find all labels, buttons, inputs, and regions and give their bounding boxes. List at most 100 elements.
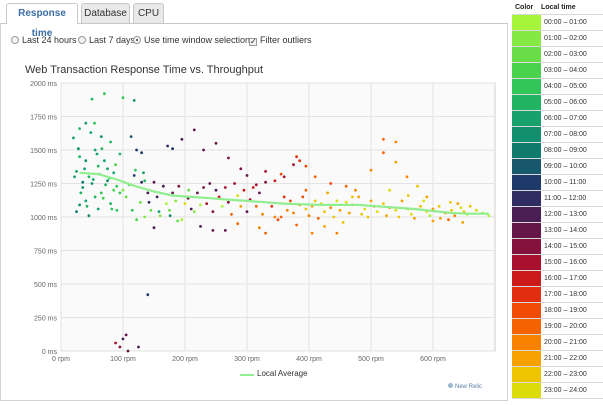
last-7-days-radio[interactable] [78,36,86,44]
scatter-point [129,135,133,138]
scatter-point [81,186,85,189]
grid-lines [60,82,495,352]
scatter-point [124,195,128,199]
last-7-days-option[interactable]: Last 7 days [78,33,135,47]
x-tick-label: 100 rpm [110,356,136,363]
time-window-radio[interactable] [133,36,141,44]
tab-cpu[interactable]: CPU [133,3,164,23]
color-swatch [512,158,541,175]
scatter-point [323,210,326,214]
y-tick-label: 500 ms [34,282,57,289]
local-time-label: 07:00 – 08:00 [541,126,603,143]
scatter-point [326,191,329,195]
scatter-point [84,159,88,163]
legend-row: 15:00 – 16:00 [512,254,603,271]
scatter-point [168,208,171,212]
legend-row: 01:00 – 02:00 [512,30,603,47]
scatter-point [264,180,267,184]
scatter-point [202,186,206,189]
scatter-point [316,216,320,220]
scatter-point [146,293,150,297]
scatter-point [202,148,206,152]
local-time-label: 02:00 – 03:00 [541,46,603,63]
chart-panel [0,23,508,401]
scatter-point [78,203,81,207]
legend-row: 05:00 – 06:00 [512,94,603,111]
scatter-point [168,214,172,218]
scatter-point [165,202,168,205]
scatter-point [192,128,196,132]
filter-outliers-checkbox[interactable]: ✓ [249,37,257,46]
local-time-label: 10:00 – 11:00 [541,174,603,191]
scatter-point [217,195,221,199]
scatter-point [292,211,295,215]
scatter-point [439,216,442,220]
legend-row: 12:00 – 13:00 [512,206,603,223]
legend-row: 10:00 – 11:00 [512,174,603,191]
scatter-point [196,191,199,195]
color-swatch [512,190,541,207]
color-swatch [512,286,541,303]
scatter-point [140,151,144,155]
last-24-hours-option[interactable]: Last 24 hours [11,33,77,47]
scatter-point [183,202,187,205]
scatter-point [147,200,151,204]
scatter-point [388,188,391,192]
scatter-point [118,191,122,195]
legend-row: 07:00 – 08:00 [512,126,603,143]
scatter-point [73,175,76,179]
color-swatch [512,222,541,239]
y-tick-label: 250 ms [34,316,57,323]
local-time-label: 14:00 – 15:00 [541,238,603,255]
scatter-point [189,207,193,211]
color-swatch [512,174,541,191]
scatter-point [121,337,125,341]
scatter-point [75,170,78,173]
local-average-line [79,171,489,215]
local-time-label: 11:00 – 12:00 [541,190,603,207]
scatter-point [81,180,85,184]
color-swatch [512,270,541,287]
scatter-point [139,200,142,204]
scatter-point [126,349,130,353]
scatter-point [233,182,237,185]
new-relic-logo: New Relic [448,383,482,390]
local-time-label: 20:00 – 21:00 [541,334,603,351]
scatter-point [351,195,354,199]
scatter-point [158,214,162,218]
local-time-label: 00:00 – 01:00 [541,14,603,31]
scatter-point [205,202,209,205]
color-swatch [512,14,541,31]
color-swatch [512,238,541,255]
time-window-option[interactable]: Use time window selection [133,33,250,47]
last-24-hours-radio[interactable] [11,36,19,44]
scatter-point [171,191,175,195]
scatter-point [323,225,326,228]
filter-outliers-label: Filter outliers [260,35,312,45]
local-time-label: 13:00 – 14:00 [541,222,603,239]
filter-outliers-option[interactable]: ✓ Filter outliers [249,33,312,47]
color-swatch [512,62,541,79]
local-time-label: 05:00 – 06:00 [541,94,603,111]
local-time-label: 23:00 – 24:00 [541,382,603,399]
scatter-point [431,207,435,211]
scatter-point [425,195,429,199]
tab-database[interactable]: Database [81,3,130,23]
scatter-point [409,212,413,216]
scatter-point [84,121,88,125]
scatter-point [103,159,106,163]
scatter-point [118,345,122,349]
scatter-point [242,188,246,192]
scatter-point [307,214,311,218]
chart-title: Web Transaction Response Time vs. Throug… [25,64,264,76]
scatter-point [142,171,145,175]
scatter-point [385,214,388,218]
tab-response-time[interactable]: Response time [6,3,78,39]
color-swatch [512,94,541,111]
color-swatch [512,318,541,335]
scatter-point [332,215,336,219]
scatter-point [400,199,404,203]
scatter-point [135,148,139,152]
scatter-point [192,210,196,214]
scatter-point [220,204,224,208]
